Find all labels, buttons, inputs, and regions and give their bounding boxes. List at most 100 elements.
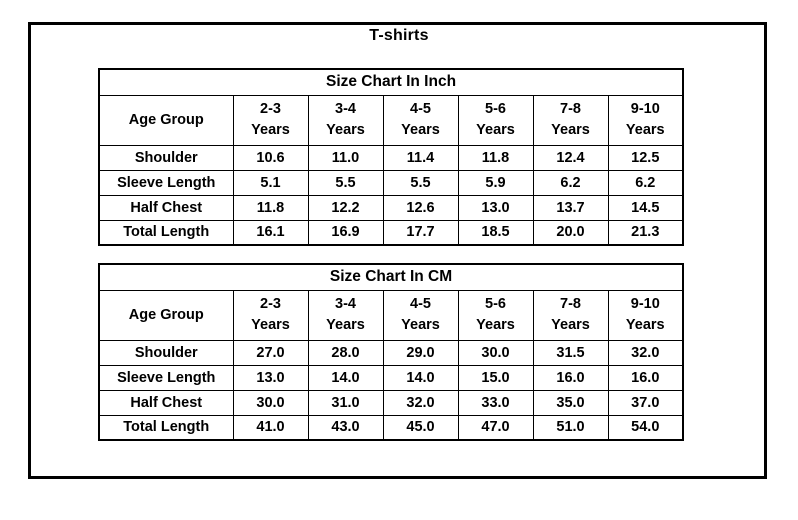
cell-value: 5.5	[307, 169, 384, 196]
cell-value: 30.0	[232, 389, 309, 416]
age-range: 3-4	[335, 296, 356, 312]
cell-value: 31.0	[307, 389, 384, 416]
table-row: Shoulder 27.0 28.0 29.0 30.0 31.5 32.0	[98, 339, 684, 366]
cell-value: 21.3	[607, 219, 684, 246]
column-header: 9-10 Years	[607, 94, 684, 146]
cell-value: 13.0	[232, 364, 309, 391]
cell-value: 10.6	[232, 144, 309, 171]
cell-value: 11.4	[382, 144, 459, 171]
age-unit: Years	[551, 317, 590, 333]
cell-value: 33.0	[457, 389, 534, 416]
header-row: Age Group 2-3 Years 3-4 Years 4-5 Years …	[98, 289, 684, 341]
age-unit: Years	[476, 317, 515, 333]
table-caption: Size Chart In Inch	[98, 68, 684, 96]
age-range: 7-8	[560, 296, 581, 312]
cell-value: 17.7	[382, 219, 459, 246]
cell-value: 54.0	[607, 414, 684, 441]
column-header: 4-5 Years	[382, 289, 459, 341]
row-label: Total Length	[98, 414, 234, 441]
age-unit: Years	[251, 122, 290, 138]
age-unit: Years	[625, 122, 665, 138]
age-range: 5-6	[485, 101, 506, 117]
cell-value: 6.2	[607, 169, 684, 196]
age-group-label: Age Group	[98, 94, 234, 146]
table-row: Half Chest 11.8 12.2 12.6 13.0 13.7 14.5	[98, 194, 684, 221]
cell-value: 5.9	[457, 169, 534, 196]
age-unit: Years	[251, 317, 290, 333]
age-unit: Years	[625, 317, 665, 333]
table-row: Sleeve Length 13.0 14.0 14.0 15.0 16.0 1…	[98, 364, 684, 391]
size-chart-inch-table: Size Chart In Inch Age Group 2-3 Years 3…	[98, 68, 685, 246]
row-label: Half Chest	[98, 194, 234, 221]
caption-row: Size Chart In CM	[98, 263, 684, 291]
cell-value: 11.8	[232, 194, 309, 221]
age-unit: Years	[326, 122, 365, 138]
cell-value: 14.0	[382, 364, 459, 391]
cell-value: 14.5	[607, 194, 684, 221]
column-header: 9-10 Years	[607, 289, 684, 341]
age-range: 9-10	[630, 296, 660, 312]
row-label: Shoulder	[98, 144, 234, 171]
cell-value: 16.0	[607, 364, 684, 391]
column-header: 5-6 Years	[457, 289, 534, 341]
age-unit: Years	[326, 317, 365, 333]
cell-value: 13.7	[532, 194, 609, 221]
cell-value: 27.0	[232, 339, 309, 366]
cell-value: 35.0	[532, 389, 609, 416]
cell-value: 30.0	[457, 339, 534, 366]
row-label: Shoulder	[98, 339, 234, 366]
cell-value: 16.9	[307, 219, 384, 246]
cell-value: 14.0	[307, 364, 384, 391]
age-range: 4-5	[410, 101, 431, 117]
cell-value: 16.1	[232, 219, 309, 246]
cell-value: 28.0	[307, 339, 384, 366]
table-caption: Size Chart In CM	[98, 263, 684, 291]
cell-value: 43.0	[307, 414, 384, 441]
age-unit: Years	[551, 122, 590, 138]
cell-value: 13.0	[457, 194, 534, 221]
cell-value: 12.6	[382, 194, 459, 221]
age-unit: Years	[401, 317, 440, 333]
cell-value: 15.0	[457, 364, 534, 391]
cell-value: 45.0	[382, 414, 459, 441]
caption-row: Size Chart In Inch	[98, 68, 684, 96]
table-row: Total Length 16.1 16.9 17.7 18.5 20.0 21…	[98, 219, 684, 246]
cell-value: 18.5	[457, 219, 534, 246]
header-row: Age Group 2-3 Years 3-4 Years 4-5 Years …	[98, 94, 684, 146]
age-group-label: Age Group	[98, 289, 234, 341]
table-row: Half Chest 30.0 31.0 32.0 33.0 35.0 37.0	[98, 389, 684, 416]
cell-value: 20.0	[532, 219, 609, 246]
column-header: 2-3 Years	[232, 94, 309, 146]
cell-value: 32.0	[382, 389, 459, 416]
age-unit: Years	[401, 122, 440, 138]
age-range: 2-3	[260, 296, 281, 312]
cell-value: 37.0	[607, 389, 684, 416]
age-range: 4-5	[410, 296, 431, 312]
cell-value: 16.0	[532, 364, 609, 391]
column-header: 7-8 Years	[532, 289, 609, 341]
age-range: 5-6	[485, 296, 506, 312]
age-unit: Years	[476, 122, 515, 138]
row-label: Sleeve Length	[98, 364, 234, 391]
cell-value: 5.5	[382, 169, 459, 196]
column-header: 4-5 Years	[382, 94, 459, 146]
cell-value: 11.0	[307, 144, 384, 171]
cell-value: 41.0	[232, 414, 309, 441]
cell-value: 29.0	[382, 339, 459, 366]
cell-value: 6.2	[532, 169, 609, 196]
age-range: 3-4	[335, 101, 356, 117]
age-range: 9-10	[630, 101, 660, 117]
column-header: 2-3 Years	[232, 289, 309, 341]
cell-value: 11.8	[457, 144, 534, 171]
row-label: Half Chest	[98, 389, 234, 416]
cell-value: 31.5	[532, 339, 609, 366]
size-chart-cm-table: Size Chart In CM Age Group 2-3 Years 3-4…	[98, 263, 685, 441]
age-range: 7-8	[560, 101, 581, 117]
column-header: 7-8 Years	[532, 94, 609, 146]
column-header: 3-4 Years	[307, 94, 384, 146]
cell-value: 32.0	[607, 339, 684, 366]
cell-value: 51.0	[532, 414, 609, 441]
cell-value: 47.0	[457, 414, 534, 441]
page-title: T-shirts	[369, 27, 429, 44]
row-label: Total Length	[98, 219, 234, 246]
